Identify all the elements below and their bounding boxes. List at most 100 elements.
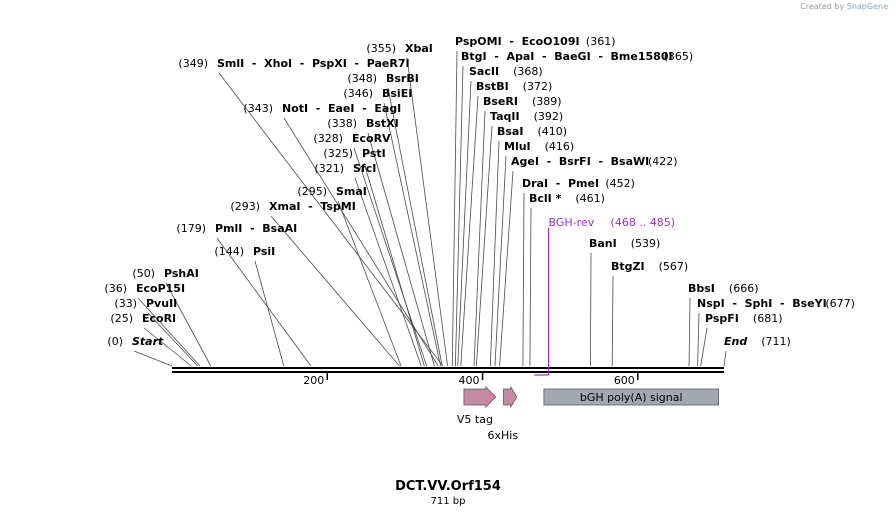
- site-line: [494, 155, 507, 367]
- site-position: (410): [537, 125, 567, 138]
- site-name[interactable]: PvuII: [146, 297, 177, 310]
- site-name[interactable]: SacII: [469, 65, 499, 78]
- feature-name: 6xHis: [488, 429, 519, 442]
- site-name[interactable]: BbsI: [688, 282, 715, 295]
- backbone-top: [172, 367, 724, 369]
- site-line: [611, 275, 614, 367]
- site-position: (392): [534, 110, 564, 123]
- site-name[interactable]: SfcI: [353, 162, 376, 175]
- credit-brand: SnapGene: [846, 2, 888, 11]
- axis-tick-label: 200: [303, 374, 324, 387]
- primer-name[interactable]: BGH-rev: [549, 216, 595, 229]
- site-position: (422): [648, 155, 678, 168]
- site-name[interactable]: BsiEI: [382, 87, 412, 100]
- site-name[interactable]: BstXI: [366, 117, 399, 130]
- site-name[interactable]: PshAI: [164, 267, 199, 280]
- site-position: (368): [513, 65, 543, 78]
- site-name[interactable]: BseRI: [483, 95, 518, 108]
- site-line: [354, 177, 422, 367]
- site-line: [137, 297, 201, 367]
- site-name[interactable]: BsaI: [497, 125, 523, 138]
- map-length: 711 bp: [431, 496, 466, 507]
- site-line: [451, 50, 458, 367]
- site-position: (348): [347, 72, 377, 85]
- site-name[interactable]: XbaI: [405, 42, 433, 55]
- site-position: (355): [366, 42, 396, 55]
- site-name[interactable]: PsiI: [253, 245, 275, 258]
- site-name[interactable]: BclI *: [529, 192, 562, 205]
- site-name[interactable]: BsrBI: [386, 72, 419, 85]
- site-name[interactable]: SmlI - XhoI - PspXI - PaeR7I: [217, 57, 410, 70]
- site-name[interactable]: PstI: [362, 147, 386, 160]
- site-line: [590, 252, 592, 367]
- site-name[interactable]: EcoP15I: [136, 282, 185, 295]
- site-line: [697, 312, 700, 367]
- feature-arrow[interactable]: [503, 385, 518, 409]
- site-name[interactable]: MluI: [504, 140, 531, 153]
- site-name[interactable]: BstBI: [476, 80, 509, 93]
- site-line: [473, 110, 486, 367]
- site-position: (33): [114, 297, 137, 310]
- site-line: [529, 207, 532, 367]
- site-name[interactable]: BtgZI: [611, 260, 645, 273]
- site-name[interactable]: BtgI - ApaI - BaeGI - Bme1580I: [461, 50, 673, 63]
- site-line: [387, 87, 443, 367]
- site-name[interactable]: EcoRI: [142, 312, 176, 325]
- site-position: (295): [297, 185, 327, 198]
- site-line: [165, 282, 212, 367]
- site-name[interactable]: Start: [132, 335, 164, 348]
- site-position: (343): [243, 102, 273, 115]
- site-line: [143, 327, 192, 367]
- site-line: [700, 327, 708, 367]
- axis-tick-label: 400: [459, 374, 480, 387]
- site-position: (0): [107, 335, 123, 348]
- site-name[interactable]: XmaI - TspMI: [269, 200, 356, 213]
- site-name[interactable]: PspOMI - EcoO109I: [455, 35, 580, 48]
- site-name[interactable]: End: [724, 335, 747, 348]
- site-position: (321): [314, 162, 344, 175]
- site-name[interactable]: TaqII: [490, 110, 520, 123]
- site-line: [216, 237, 312, 367]
- site-line: [283, 117, 439, 367]
- site-name[interactable]: PspFI: [705, 312, 739, 325]
- site-name[interactable]: NspI - SphI - BseYI: [697, 297, 827, 310]
- site-position: (338): [327, 117, 357, 130]
- site-position: (452): [605, 177, 635, 190]
- site-line: [363, 162, 425, 367]
- site-position: (461): [575, 192, 605, 205]
- site-line: [218, 72, 444, 367]
- credit-prefix: Created by: [800, 2, 845, 11]
- site-name[interactable]: DraI - PmeI: [522, 177, 599, 190]
- credit: Created by SnapGene: [800, 2, 888, 11]
- site-name[interactable]: NotI - EaeI - EagI: [282, 102, 401, 115]
- site-line: [353, 147, 428, 367]
- site-line: [522, 192, 525, 367]
- site-position: (179): [176, 222, 206, 235]
- site-position: (50): [132, 267, 155, 280]
- site-position: (666): [729, 282, 759, 295]
- site-line: [254, 260, 285, 367]
- site-name[interactable]: PmlI - BsaAI: [215, 222, 297, 235]
- backbone-bottom: [172, 371, 724, 373]
- site-name[interactable]: AgeI - BsrFI - BsaWI: [511, 155, 649, 168]
- feature-box[interactable]: [543, 388, 719, 406]
- site-line: [337, 200, 402, 367]
- site-position: (293): [230, 200, 260, 213]
- site-position: (416): [545, 140, 575, 153]
- site-line: [406, 57, 449, 367]
- site-line: [460, 95, 479, 367]
- site-position: (677): [825, 297, 855, 310]
- axis-tick-label: 600: [614, 374, 635, 387]
- site-position: (349): [178, 57, 208, 70]
- site-name[interactable]: BanI: [589, 237, 617, 250]
- site-position: (711): [761, 335, 791, 348]
- feature-arrow[interactable]: [463, 386, 497, 408]
- site-line: [457, 80, 472, 367]
- site-name[interactable]: EcoRV: [352, 132, 391, 145]
- site-line: [383, 102, 442, 367]
- feature-name: bGH poly(A) signal: [580, 391, 683, 404]
- site-position: (36): [104, 282, 127, 295]
- site-name[interactable]: SmaI: [336, 185, 367, 198]
